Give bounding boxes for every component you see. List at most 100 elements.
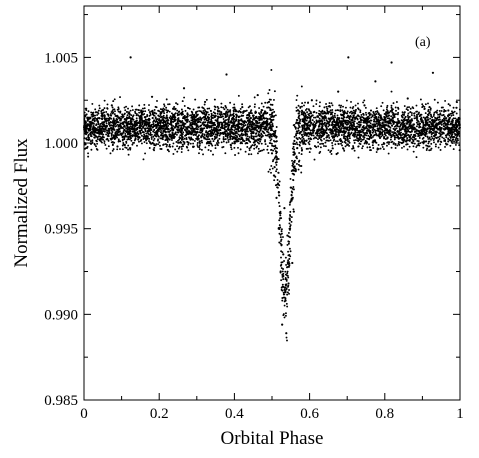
data-point (347, 56, 350, 59)
data-point (282, 268, 284, 270)
data-point (378, 127, 381, 130)
data-point (281, 273, 284, 276)
data-point (452, 148, 455, 151)
data-point (283, 304, 286, 307)
data-point (431, 71, 435, 74)
data-point (98, 139, 101, 142)
data-point (399, 125, 401, 128)
data-point (274, 175, 277, 178)
data-point (345, 130, 347, 133)
data-point (285, 332, 288, 335)
data-point (333, 138, 336, 141)
data-point (367, 124, 370, 127)
data-point (353, 116, 356, 119)
data-point (118, 130, 121, 133)
data-point (416, 117, 419, 119)
data-point (329, 109, 332, 112)
data-point (87, 155, 90, 158)
data-point (405, 127, 408, 130)
data-point (201, 106, 204, 109)
data-point (344, 141, 347, 144)
data-point (331, 111, 334, 114)
data-point (418, 137, 421, 139)
data-point (217, 141, 220, 144)
data-point (180, 121, 183, 124)
data-point (382, 148, 385, 151)
data-point (145, 121, 148, 124)
data-point (174, 107, 177, 110)
data-point (148, 129, 150, 132)
data-point (361, 130, 364, 133)
data-point (141, 120, 144, 123)
data-point (231, 136, 234, 138)
data-point (264, 139, 267, 141)
data-point (420, 116, 423, 119)
data-point (140, 128, 143, 130)
data-point (451, 124, 454, 127)
data-point (419, 131, 422, 134)
data-point (368, 117, 371, 120)
data-point (407, 120, 410, 123)
data-point (107, 114, 110, 117)
data-point (248, 125, 251, 128)
data-point (332, 127, 335, 130)
data-point (260, 132, 263, 135)
data-point (441, 114, 444, 117)
data-point (402, 113, 405, 116)
data-point (430, 138, 432, 141)
data-point (313, 121, 316, 123)
data-point (220, 111, 223, 114)
data-point (186, 121, 188, 124)
data-point (325, 131, 328, 134)
data-point (222, 137, 225, 140)
data-point (341, 144, 344, 147)
data-point (307, 124, 310, 127)
data-point (120, 134, 123, 137)
data-point (170, 136, 173, 139)
data-point (262, 105, 265, 108)
data-point (162, 120, 165, 123)
data-point (307, 101, 310, 104)
data-point (390, 146, 393, 149)
data-point (264, 120, 267, 123)
data-point (303, 133, 305, 135)
data-point (308, 109, 311, 112)
data-point (288, 261, 290, 264)
data-point (280, 243, 283, 246)
data-point (260, 110, 263, 113)
data-point (149, 113, 152, 116)
data-point (199, 121, 202, 124)
data-point (328, 117, 330, 120)
data-point (309, 116, 312, 119)
data-point (451, 138, 454, 141)
data-point (260, 102, 263, 105)
data-point (186, 146, 189, 149)
data-point (436, 109, 439, 112)
data-point (301, 113, 304, 116)
data-point (276, 147, 278, 150)
data-point (138, 127, 141, 130)
data-point (431, 116, 434, 119)
data-point (429, 149, 432, 152)
data-point (425, 149, 428, 151)
data-point (288, 203, 291, 206)
data-point (113, 98, 116, 101)
data-point (280, 232, 283, 235)
data-point (278, 184, 281, 187)
data-point (271, 167, 274, 170)
data-point (214, 115, 217, 118)
data-point (171, 131, 174, 134)
data-point (385, 108, 388, 111)
data-point (375, 118, 378, 121)
data-point (277, 201, 280, 204)
data-point (381, 145, 384, 148)
data-point (268, 142, 271, 144)
data-point (343, 135, 346, 138)
data-point (392, 127, 395, 130)
data-point (90, 111, 93, 114)
data-point (152, 135, 155, 138)
data-point (286, 243, 289, 246)
data-point (304, 114, 307, 117)
data-point (123, 106, 126, 109)
data-point (435, 136, 438, 139)
